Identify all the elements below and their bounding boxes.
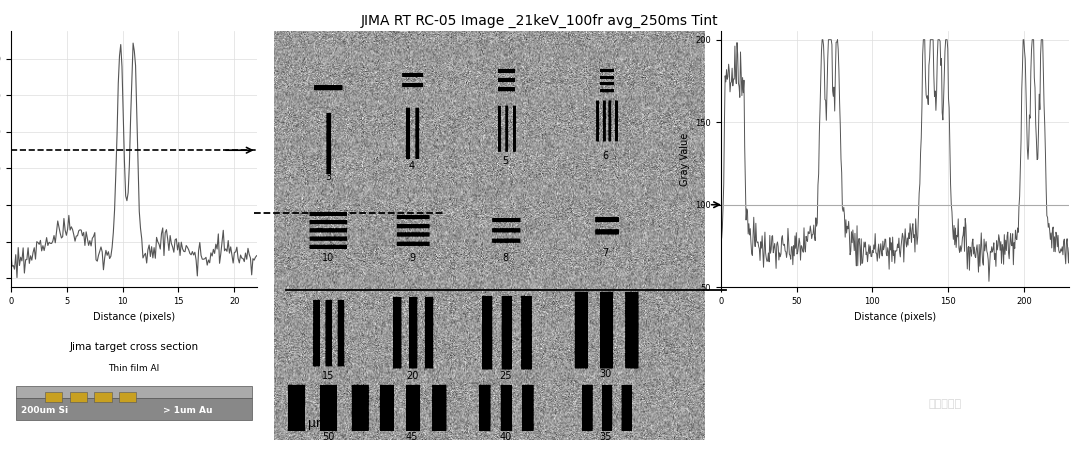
Text: 仪器信息网: 仪器信息网 [929,399,961,409]
Text: 15: 15 [322,371,334,381]
Text: 200um Si: 200um Si [21,406,68,415]
Bar [70,392,87,402]
Bar [16,398,252,420]
Text: 3: 3 [325,172,330,181]
Text: JIMA RT RC-05 Image _21keV_100fr avg_250ms Tint: JIMA RT RC-05 Image _21keV_100fr avg_250… [361,13,719,27]
Text: 35: 35 [599,432,612,442]
Text: 30: 30 [599,369,611,379]
X-axis label: Distance (pixels): Distance (pixels) [93,312,175,321]
Text: 9: 9 [409,253,415,263]
Text: 4: 4 [409,161,415,172]
X-axis label: Distance (pixels): Distance (pixels) [854,312,936,321]
Text: μm: μm [308,417,328,430]
Text: 25: 25 [499,371,512,381]
Text: 50: 50 [322,432,334,442]
Y-axis label: Gray Value: Gray Value [680,133,690,186]
Text: > 1um Au: > 1um Au [163,406,213,415]
Bar [94,392,111,402]
Text: 10: 10 [322,253,334,263]
Bar [119,392,136,402]
Text: Jima target cross section: Jima target cross section [69,342,199,352]
Text: 20: 20 [406,371,418,381]
Text: 5: 5 [502,156,509,166]
Text: 7: 7 [603,248,609,258]
Text: 45: 45 [406,432,418,442]
Text: 40: 40 [499,432,512,442]
Text: 6: 6 [603,151,609,161]
Bar [16,386,252,398]
Text: Thin film Al: Thin film Al [108,365,160,374]
Text: 8: 8 [502,253,509,263]
Bar [45,392,63,402]
